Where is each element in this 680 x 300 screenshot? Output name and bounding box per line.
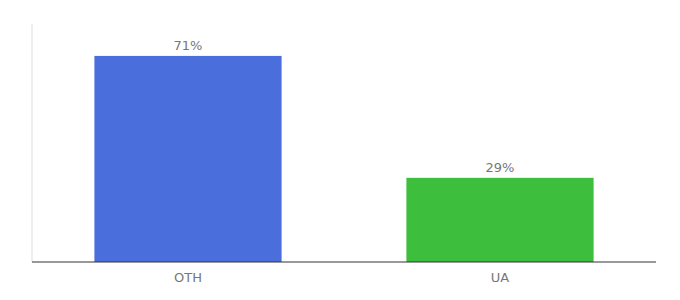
x-axis-line [32,262,656,263]
y-axis-line [32,24,33,262]
background [0,0,680,300]
data-label: 71% [174,38,203,53]
x-tick-label: UA [491,270,510,285]
bar [94,56,281,262]
chart-container: 71% 29% OTH UA [0,0,680,300]
chart-svg: 71% 29% OTH UA [0,0,680,300]
x-tick-label: OTH [174,270,202,285]
data-label: 29% [486,160,515,175]
bars [94,56,593,262]
bar [406,178,593,262]
